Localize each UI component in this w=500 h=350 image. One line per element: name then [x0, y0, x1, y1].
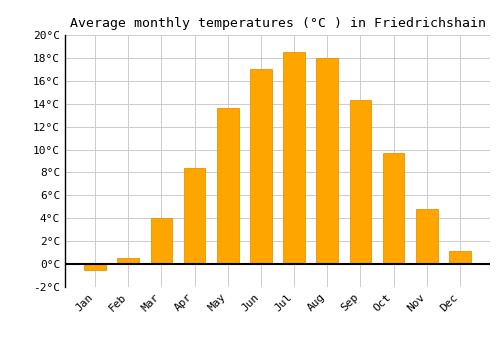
Bar: [217, 108, 238, 264]
Bar: [316, 58, 338, 264]
Title: Average monthly temperatures (°C ) in Friedrichshain: Average monthly temperatures (°C ) in Fr…: [70, 17, 486, 30]
Bar: [150, 218, 172, 264]
Bar: [350, 100, 371, 264]
Bar: [118, 258, 139, 264]
Bar: [184, 168, 206, 264]
Bar: [449, 252, 470, 264]
Bar: [383, 153, 404, 264]
Bar: [250, 69, 272, 264]
Bar: [284, 52, 305, 264]
Bar: [84, 264, 106, 270]
Bar: [416, 209, 438, 264]
